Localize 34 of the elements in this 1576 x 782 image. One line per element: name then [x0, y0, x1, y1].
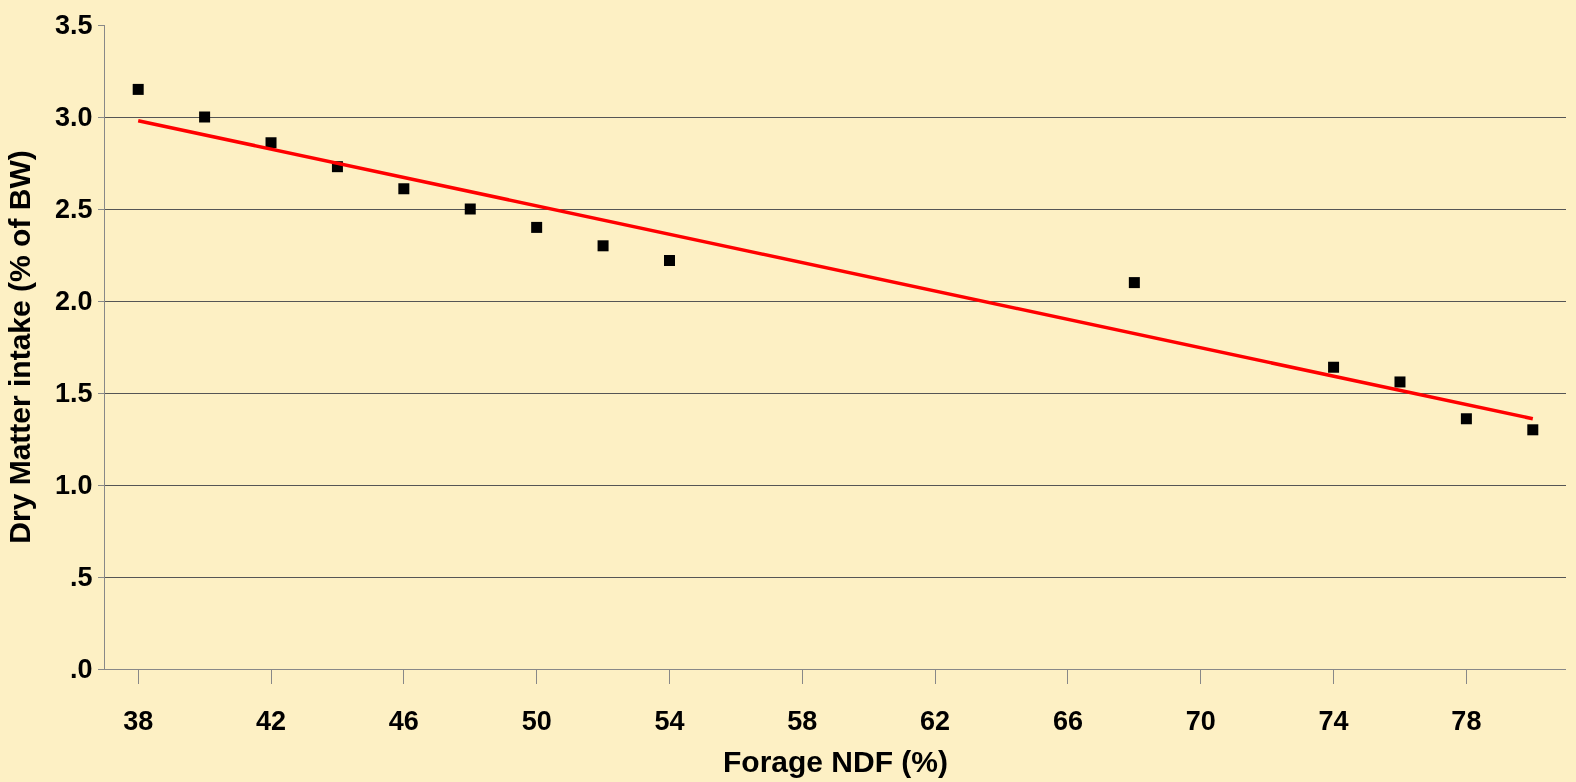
point — [597, 240, 609, 252]
x-tick-label: 46 — [388, 706, 419, 737]
x-tick-label: 66 — [1052, 706, 1083, 737]
point — [265, 137, 277, 149]
point — [464, 203, 476, 215]
x-tick-label: 38 — [123, 706, 154, 737]
y-tick-label: 3.0 — [55, 102, 93, 133]
point — [1460, 413, 1472, 425]
x-tick-label: 74 — [1318, 706, 1349, 737]
point — [1328, 361, 1340, 373]
x-axis-title: Forage NDF (%) — [723, 744, 948, 778]
y-tick-label: .5 — [70, 562, 93, 593]
point — [199, 111, 211, 123]
x-tick-label: 42 — [256, 706, 287, 737]
x-tick-label: 78 — [1451, 706, 1482, 737]
point — [132, 83, 144, 95]
y-tick-label: 1.0 — [55, 470, 93, 501]
x-tick-label: 62 — [920, 706, 951, 737]
point — [1394, 376, 1406, 388]
point — [1527, 424, 1539, 436]
y-axis-title: Dry Matter intake (% of BW) — [3, 150, 37, 544]
x-tick-label: 70 — [1185, 706, 1216, 737]
x-tick-label: 58 — [787, 706, 818, 737]
x-tick-label: 54 — [654, 706, 685, 737]
y-tick-label: 3.5 — [55, 10, 93, 41]
point — [1128, 277, 1140, 289]
y-tick-label: 1.5 — [55, 378, 93, 409]
y-tick-label: 2.5 — [55, 194, 93, 225]
point — [398, 183, 410, 195]
point — [531, 221, 543, 233]
y-tick-label: .0 — [70, 654, 93, 685]
point — [663, 255, 675, 267]
x-tick-label: 50 — [521, 706, 552, 737]
y-tick-label: 2.0 — [55, 286, 93, 317]
